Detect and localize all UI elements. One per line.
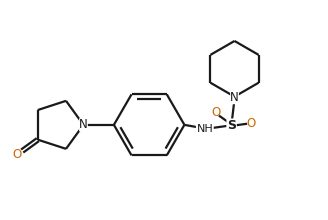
Text: N: N [230,91,239,104]
Text: O: O [211,106,221,119]
Text: O: O [12,148,22,161]
Text: O: O [246,117,256,130]
Text: S: S [227,119,236,132]
Text: NH: NH [196,124,213,134]
Text: N: N [79,118,88,131]
